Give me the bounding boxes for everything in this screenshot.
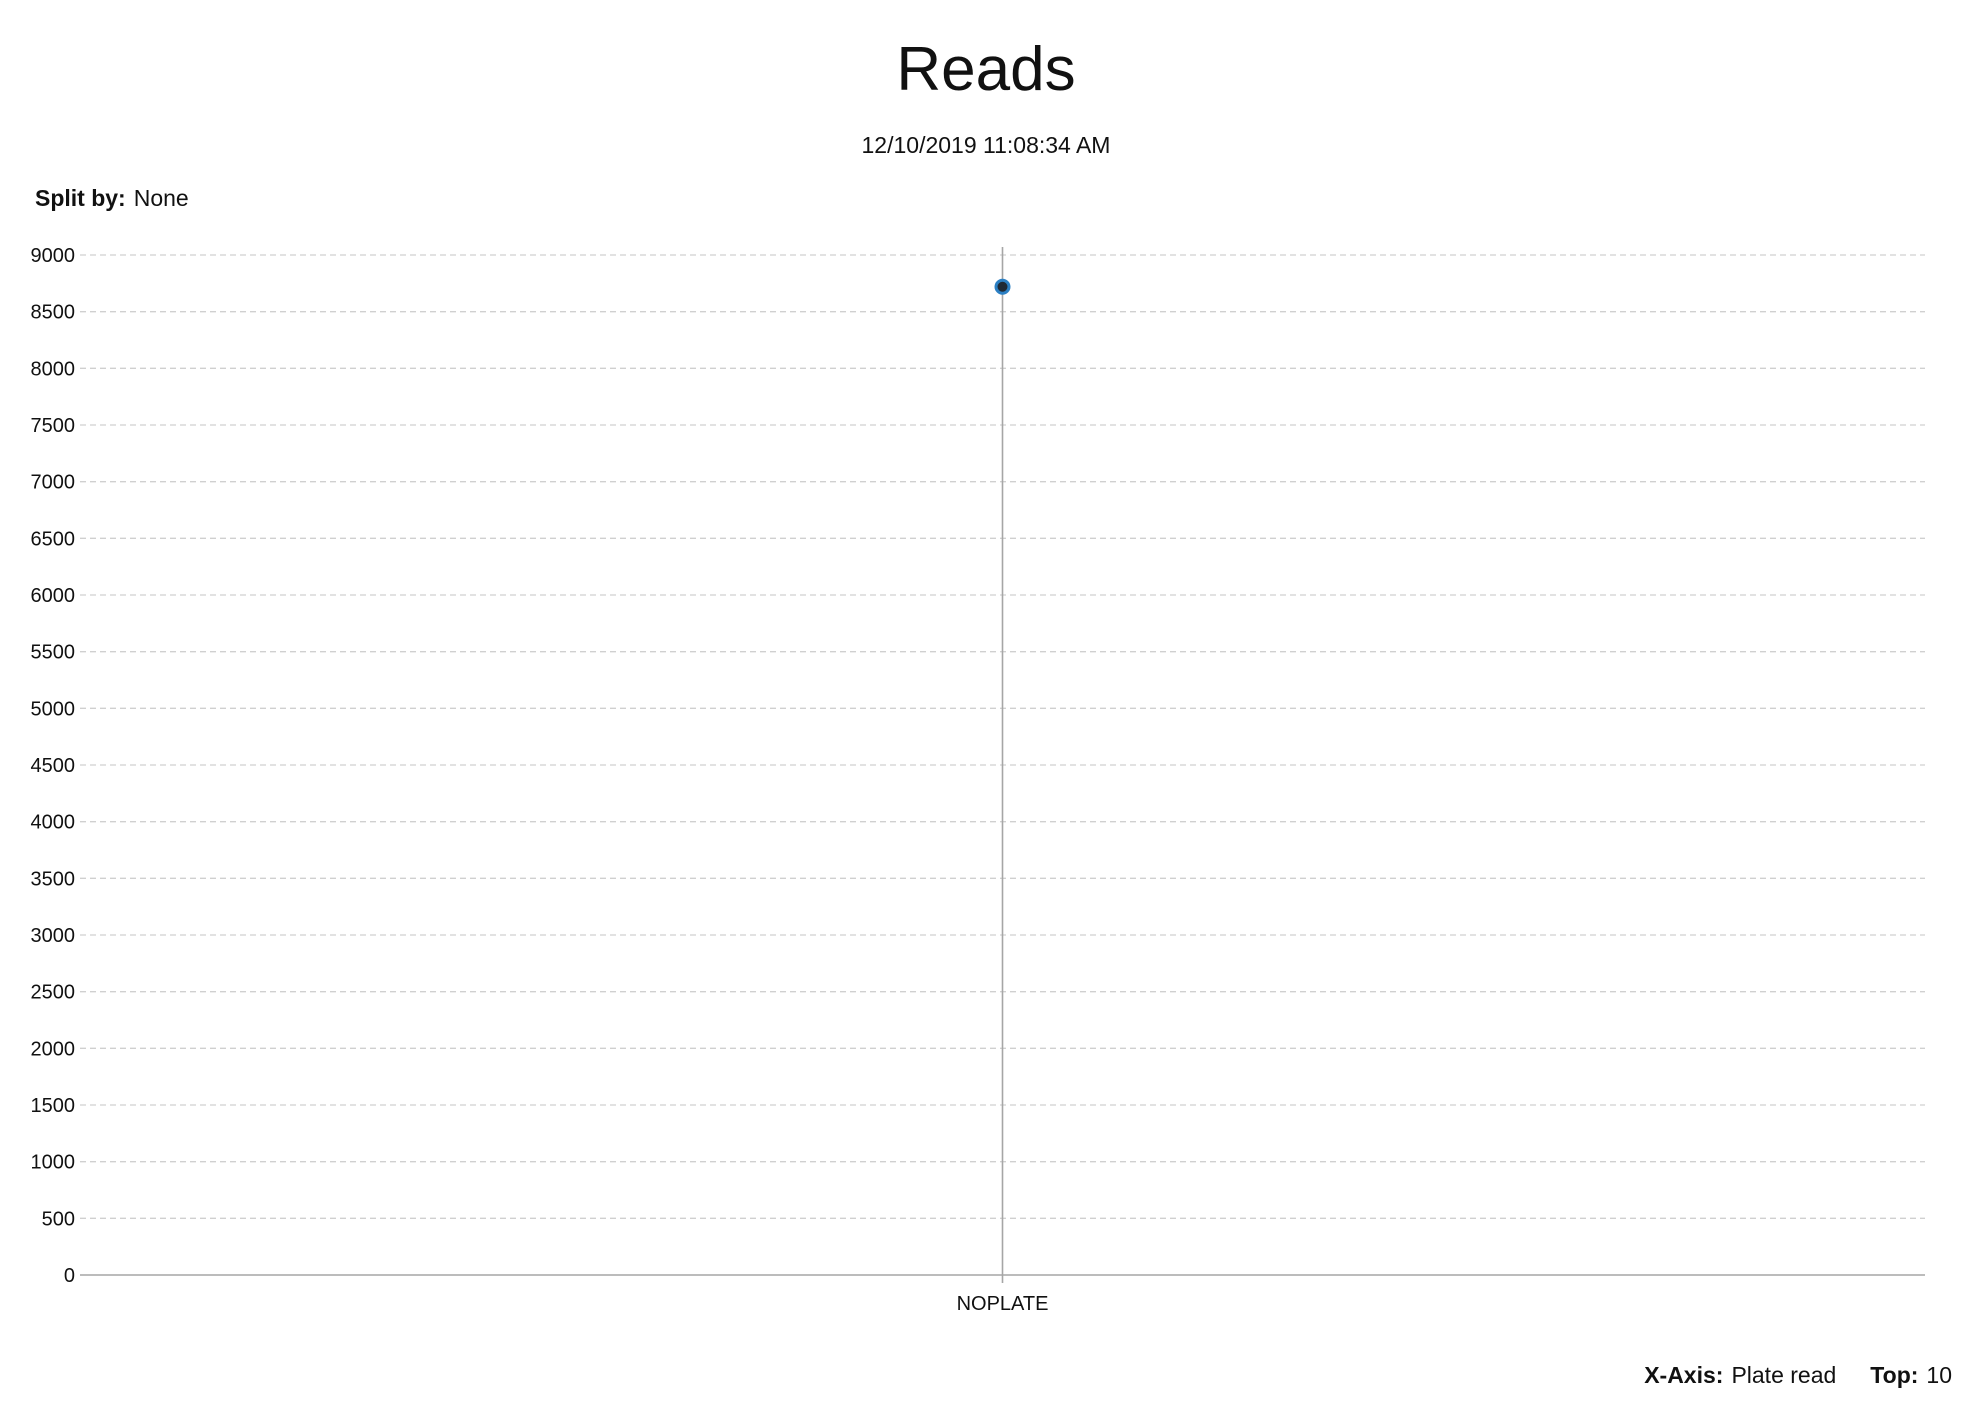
- y-tick-label-2500: 2500: [31, 982, 76, 1004]
- top-control[interactable]: Top: 10: [1870, 1360, 1952, 1390]
- x-axis-control[interactable]: X-Axis: Plate read: [1644, 1360, 1836, 1390]
- y-tick-label-7500: 7500: [31, 415, 76, 437]
- y-tick-label-5500: 5500: [31, 642, 76, 664]
- y-tick-label-8500: 8500: [31, 302, 76, 324]
- chart-timestamp: 12/10/2019 11:08:34 AM: [861, 132, 1111, 158]
- y-tick-label-4000: 4000: [31, 812, 76, 834]
- x-axis-label: X-Axis:: [1644, 1362, 1724, 1388]
- y-tick-label-3000: 3000: [31, 925, 76, 947]
- data-point-noplate[interactable]: [994, 278, 1011, 295]
- top-value[interactable]: 10: [1926, 1362, 1952, 1388]
- chart-footer: X-Axis: Plate read Top: 10: [1644, 1360, 1952, 1390]
- y-tick-label-1500: 1500: [31, 1095, 76, 1117]
- y-tick-label-2000: 2000: [31, 1038, 76, 1060]
- x-tick-label-noplate: NOPLATE: [957, 1293, 1049, 1315]
- y-tick-label-5000: 5000: [31, 698, 76, 720]
- axes: [80, 247, 1925, 1283]
- y-tick-label-6500: 6500: [31, 528, 76, 550]
- y-tick-label-0: 0: [64, 1265, 75, 1287]
- chart-title: Reads: [896, 35, 1076, 104]
- split-by-value[interactable]: None: [133, 185, 189, 211]
- x-axis-value[interactable]: Plate read: [1731, 1362, 1837, 1388]
- y-tick-label-6000: 6000: [31, 585, 76, 607]
- data-points: [994, 278, 1011, 295]
- y-tick-label-4500: 4500: [31, 755, 76, 777]
- y-tick-label-3500: 3500: [31, 868, 76, 890]
- top-label: Top:: [1870, 1362, 1919, 1388]
- y-tick-label-1000: 1000: [31, 1152, 76, 1174]
- x-tick-labels: NOPLATE: [957, 1293, 1049, 1315]
- y-tick-label-9000: 9000: [31, 245, 76, 267]
- y-tick-labels: 0 500 1000 1500 2000 2500 3000 3500 4000 4500 5000…: [31, 245, 76, 1287]
- y-tick-label-8000: 8000: [31, 358, 76, 380]
- y-tick-label-500: 500: [42, 1208, 75, 1230]
- y-tick-label-7000: 7000: [31, 472, 76, 494]
- split-by-label: Split by:: [35, 185, 126, 211]
- split-by-control[interactable]: Split by: None: [35, 183, 189, 213]
